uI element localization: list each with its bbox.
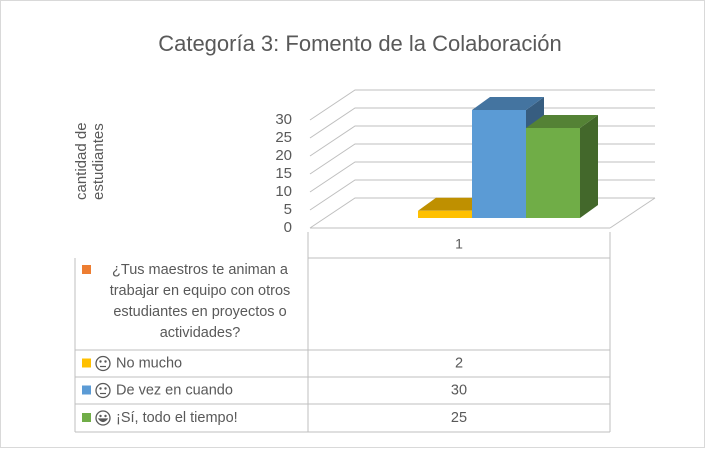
emoji-icon [95,410,111,426]
bar-side [580,115,598,218]
emoji-eye [99,360,102,363]
emoji-eye [99,387,102,390]
y-tick-label: 20 [275,147,292,164]
bar [472,110,526,218]
emoji-icon [95,382,111,399]
table-value: 25 [451,410,467,426]
legend-key [82,358,91,368]
y-tick-label: 10 [275,183,292,200]
emoji-mouth [97,418,109,423]
emoji-eye [104,414,107,418]
y-tick-label: 25 [275,129,292,146]
legend-key [82,265,91,274]
y-tick-label: 0 [284,219,292,236]
emoji-eye [104,360,107,363]
y-tick-label: 15 [275,165,292,182]
legend-key [82,413,91,422]
question-text: ¿Tus maestros te animan a trabajar en eq… [109,262,291,341]
table-value: 30 [451,382,467,398]
legend-label: ¡Sí, todo el tiempo! [116,410,238,426]
emoji-eye [104,387,107,390]
grid-line [309,107,655,139]
y-axis-title: cantidad de estudiantes [73,122,107,200]
grid-line [309,89,655,121]
legend-label: No mucho [116,355,182,371]
emoji-icon [95,355,111,372]
table-value: 2 [455,355,463,371]
emoji-eye [99,414,102,418]
bar-top [472,97,544,110]
y-tick-label: 30 [275,111,292,128]
bar [418,210,472,218]
legend-key [82,385,91,395]
floor-right [609,197,656,229]
legend-label: De vez en cuando [116,382,233,398]
y-label-box: cantidad de estudiantes [73,122,107,200]
bar-top [526,115,598,128]
chart-title: Categoría 3: Fomento de la Colaboración [158,31,562,56]
y-tick-label: 5 [284,201,292,218]
x-tick-label: 1 [455,236,463,252]
bar [526,128,580,218]
question-box: ¿Tus maestros te animan a trabajar en eq… [109,262,291,341]
